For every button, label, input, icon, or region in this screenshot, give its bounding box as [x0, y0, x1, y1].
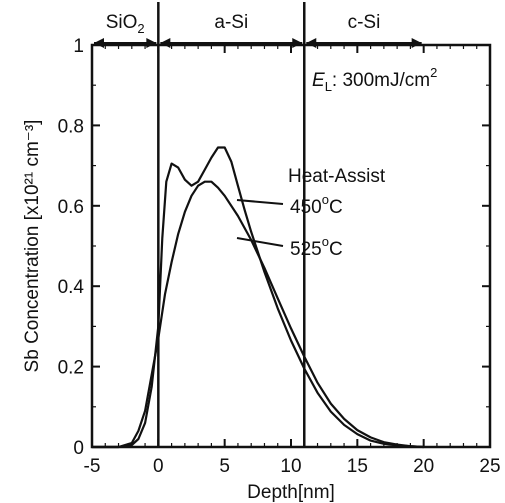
- region-arrow-head-left: [94, 38, 104, 48]
- region-label-main: SiO: [106, 12, 138, 33]
- series-line-1: [92, 146, 424, 449]
- interface-lines: [157, 2, 306, 447]
- region-label: c-Si: [348, 12, 381, 33]
- y-tick-label: 0.6: [58, 197, 84, 218]
- x-tick-label: -5: [84, 456, 101, 477]
- y-tick-label: 0.8: [58, 116, 84, 137]
- region-label-sub: 2: [137, 21, 144, 36]
- series-label: 525oC: [290, 234, 343, 260]
- x-tick-label: 10: [280, 456, 301, 477]
- y-axis-ticks: 0 0.2 0.4 0.6 0.8 1: [58, 36, 490, 459]
- region-label: SiO2: [106, 12, 145, 36]
- y-tick-label: 0.4: [58, 277, 85, 298]
- series-leader-line: [236, 237, 284, 247]
- energy-subscript: L: [325, 79, 332, 94]
- energy-annotation: EL: 300mJ/cm2: [312, 65, 437, 94]
- region-arrow-head-right: [146, 38, 157, 48]
- energy-text: : 300mJ/cm: [332, 70, 430, 91]
- region-arrow-head-right: [292, 38, 303, 48]
- y-tick-label: 0.2: [58, 358, 84, 379]
- series-label: 450oC: [290, 192, 343, 218]
- region-label: a-Si: [214, 12, 248, 33]
- energy-superscript: 2: [430, 65, 437, 80]
- energy-symbol: E: [312, 70, 325, 91]
- y-tick-label: 0: [73, 438, 84, 459]
- series-leader-line: [236, 199, 284, 205]
- x-tick-label: 20: [413, 456, 434, 477]
- series-heading: Heat-Assist: [288, 166, 386, 187]
- region-header: SiO2 a-Si c-Si: [94, 12, 422, 48]
- region-arrow-head-right: [411, 38, 422, 48]
- region-arrow-head-left: [306, 38, 317, 48]
- region-arrow-head-left: [160, 38, 171, 48]
- region-label-main: a-Si: [214, 12, 248, 33]
- x-tick-label: 25: [479, 456, 500, 477]
- x-tick-label: 0: [153, 456, 164, 477]
- series-group: 450oC 525oC: [92, 146, 424, 449]
- x-axis-ticks: -5 0 5 10 15 20 25: [84, 45, 501, 477]
- y-axis-label: Sb Concentration [x10²¹ cm⁻³]: [22, 120, 43, 373]
- x-axis-label: Depth[nm]: [247, 482, 335, 503]
- region-label-main: c-Si: [348, 12, 381, 33]
- x-tick-label: 5: [219, 456, 230, 477]
- y-tick-label: 1: [73, 36, 84, 57]
- series-line-2: [92, 180, 424, 449]
- x-tick-label: 15: [347, 456, 368, 477]
